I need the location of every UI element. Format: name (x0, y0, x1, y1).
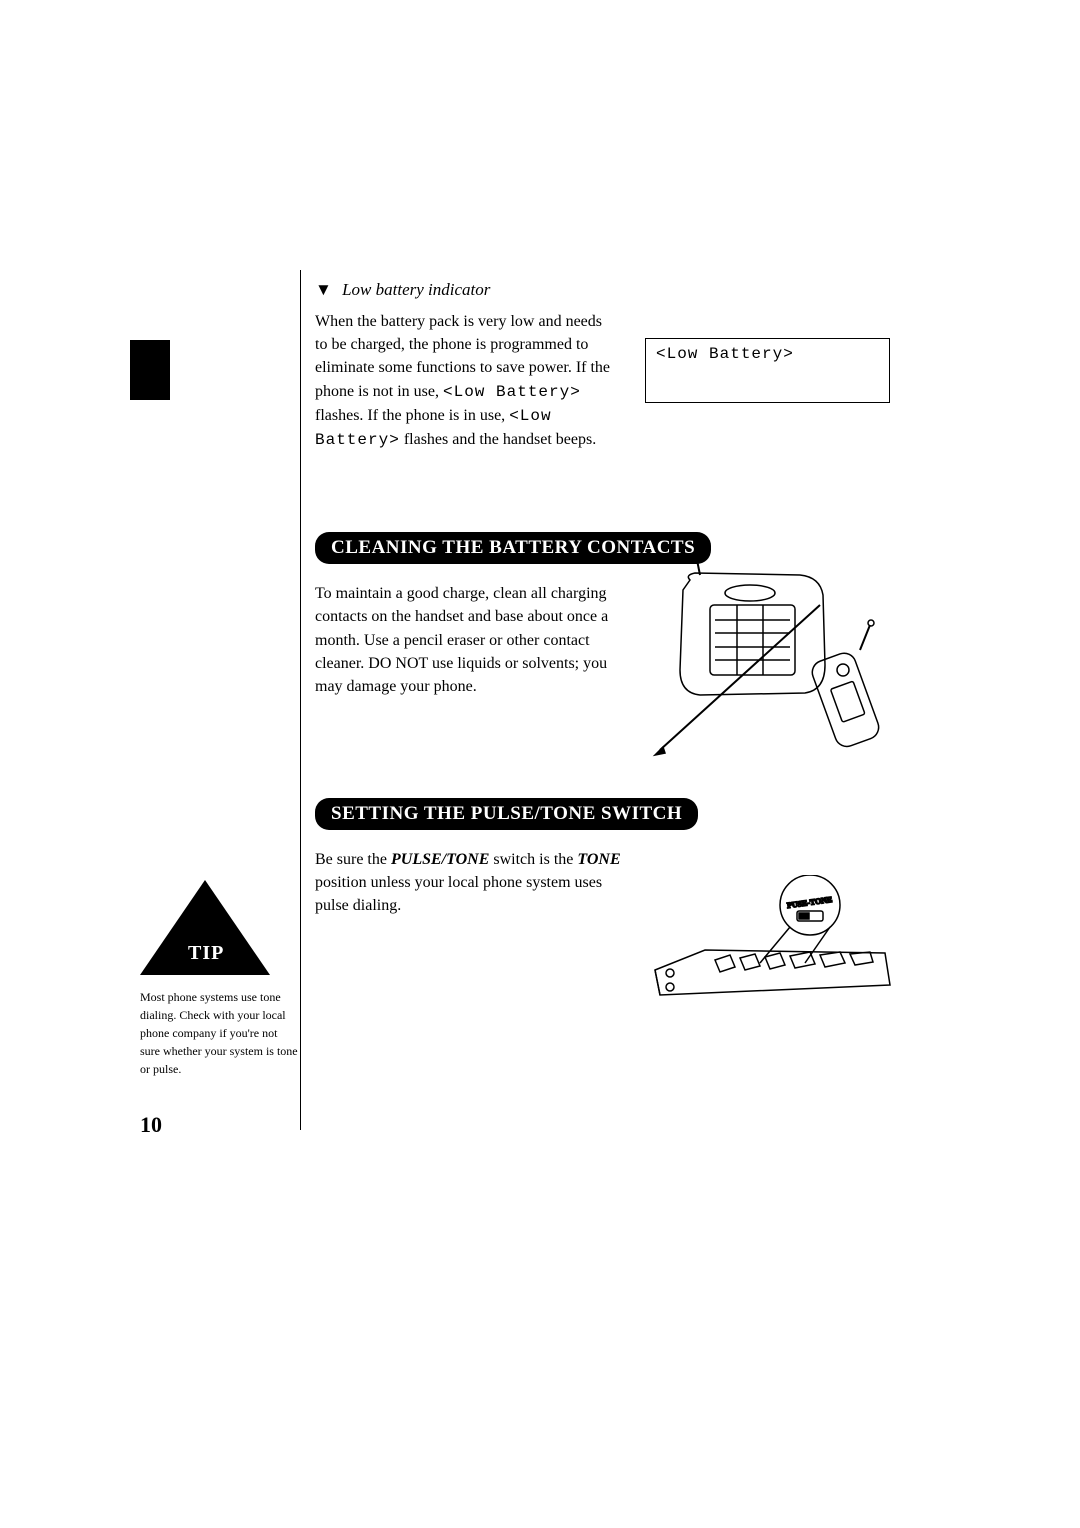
page-number: 10 (140, 1112, 162, 1138)
lcd-text-1: <Low Battery> (443, 383, 581, 401)
manual-page: ▼ Low battery indicator When the battery… (160, 280, 920, 918)
low-battery-paragraph: When the battery pack is very low and ne… (315, 310, 615, 452)
display-box-text: <Low Battery> (656, 345, 794, 363)
side-tab-marker (130, 340, 170, 400)
lcd-display-box: <Low Battery> (645, 338, 890, 403)
tip-body-text: Most phone systems use tone dialing. Che… (140, 988, 300, 1078)
para-text-3: flashes and the handset beeps. (400, 431, 596, 448)
switch-illustration: PUSE-TONE (645, 875, 900, 1015)
cleaning-paragraph: To maintain a good charge, clean all cha… (315, 582, 625, 698)
pulse-bold-2: TONE (577, 851, 620, 868)
phone-illustration (645, 555, 900, 765)
pulse-bold-1: PULSE/TONE (391, 851, 489, 868)
triangle-down-icon: ▼ (315, 280, 332, 300)
para-text-2: flashes. If the phone is in use, (315, 407, 509, 424)
pulse-text-2: switch is the (489, 851, 577, 868)
phone-svg-icon (645, 555, 900, 765)
subtitle-text: Low battery indicator (342, 280, 490, 299)
tip-label: TIP (188, 942, 224, 965)
switch-svg-icon: PUSE-TONE (645, 875, 900, 1015)
pulse-text-3: position unless your local phone system … (315, 874, 602, 914)
pulse-text-1: Be sure the (315, 851, 391, 868)
column-divider (300, 270, 301, 1130)
pulse-tone-paragraph: Be sure the PULSE/TONE switch is the TON… (315, 848, 625, 918)
header-pulse-tone: SETTING THE PULSE/TONE SWITCH (315, 798, 698, 830)
subtitle-low-battery: ▼ Low battery indicator (315, 280, 920, 300)
